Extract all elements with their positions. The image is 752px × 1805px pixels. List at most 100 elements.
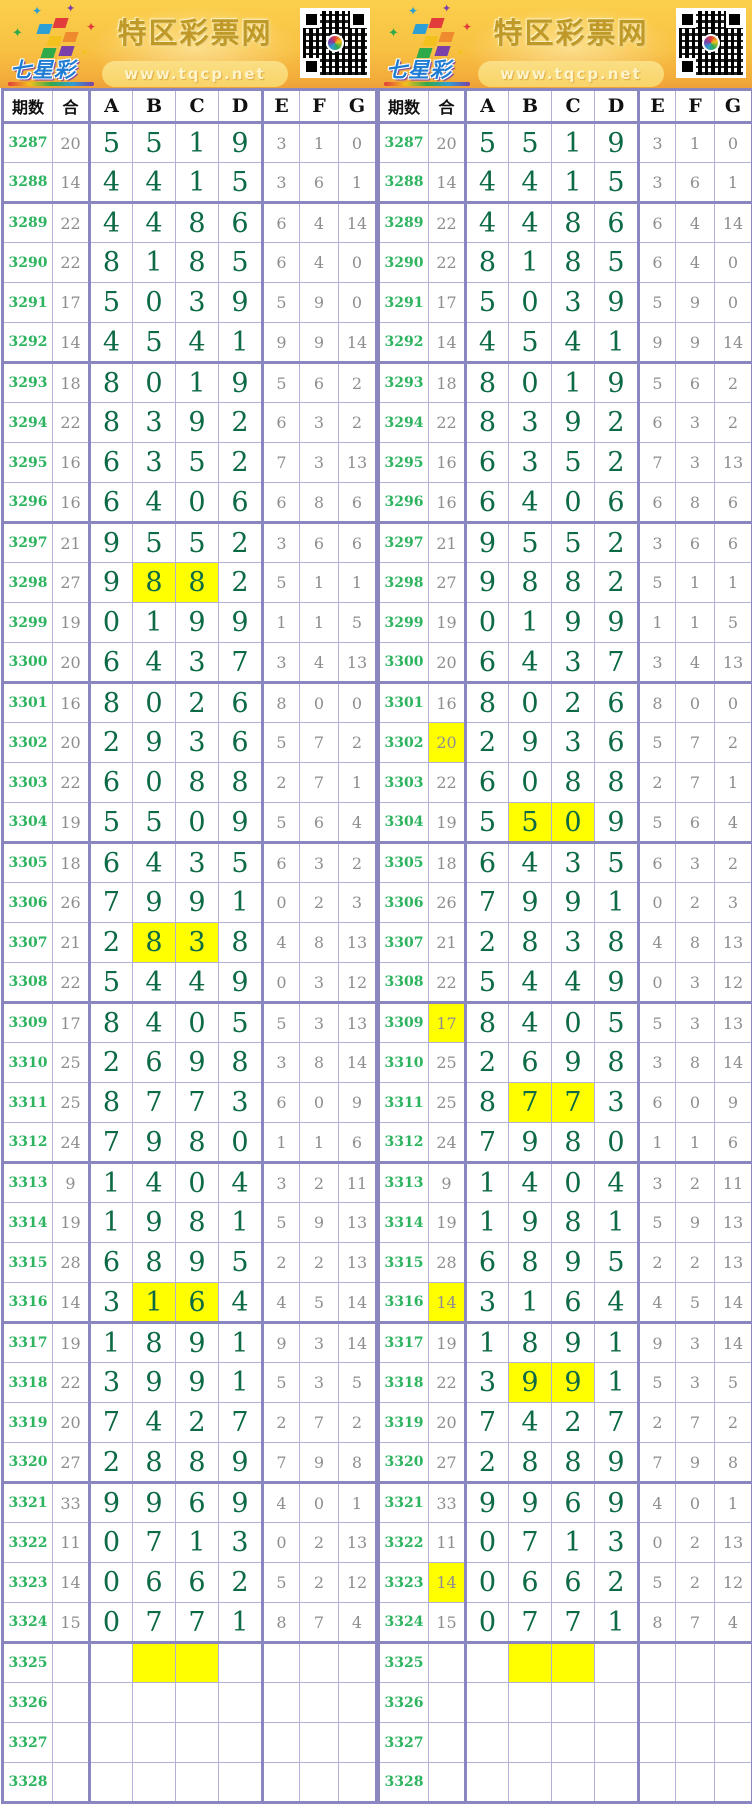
sum-cell: 20	[52, 122, 90, 163]
value-cell-D: 2	[594, 442, 639, 483]
value-cell-E	[637, 1722, 676, 1763]
site-url[interactable]: www.tqcp.net	[102, 61, 288, 87]
value-cell-F: 5	[299, 1282, 339, 1323]
value-cell-C: 3	[175, 282, 219, 323]
period-cell: 3323	[2, 1562, 53, 1603]
value-cell-D	[218, 1641, 263, 1683]
value-cell-E: 6	[637, 201, 676, 243]
value-cell-C: 2	[175, 681, 219, 723]
value-cell-B: 5	[508, 322, 552, 363]
value-cell-C: 2	[175, 1402, 219, 1443]
value-cell-D: 5	[594, 1242, 639, 1283]
table-row: 3294 22 8 3 9 2 6 3 2	[2, 402, 377, 443]
value-cell-E: 6	[637, 1082, 676, 1123]
period-cell: 3319	[2, 1402, 53, 1443]
value-cell-F: 3	[675, 962, 715, 1003]
site-url[interactable]: www.tqcp.net	[478, 61, 664, 87]
value-cell-D: 7	[594, 1402, 639, 1443]
value-cell-G: 2	[714, 361, 752, 403]
value-cell-D	[594, 1641, 639, 1683]
value-cell-A: 1	[464, 1161, 509, 1203]
table-row: 3293 18 8 0 1 9 5 6 2	[378, 361, 752, 403]
value-cell-E: 5	[637, 361, 676, 403]
value-cell-F: 3	[299, 402, 339, 443]
value-cell-D: 1	[594, 1602, 639, 1643]
value-cell-G: 0	[338, 681, 377, 723]
table-row: 3297 21 9 5 5 2 3 6 6	[378, 521, 752, 563]
sum-cell: 17	[428, 282, 466, 323]
value-cell-D: 1	[218, 1202, 263, 1243]
value-cell-D: 8	[594, 762, 639, 803]
table-row: 3314 19 1 9 8 1 5 9 13	[2, 1202, 377, 1243]
value-cell-E: 3	[261, 521, 300, 563]
period-cell: 3296	[378, 482, 429, 523]
value-cell-E	[261, 1682, 300, 1723]
sum-cell: 11	[428, 1522, 466, 1563]
sum-cell: 17	[52, 1001, 90, 1043]
table-row: 3306 26 7 9 9 1 0 2 3	[378, 882, 752, 923]
value-cell-C: 8	[175, 1442, 219, 1483]
table-row: 3309 17 8 4 0 5 5 3 13	[2, 1001, 377, 1043]
value-cell-G: 2	[714, 841, 752, 883]
value-cell-A: 6	[464, 642, 509, 683]
value-cell-G: 3	[338, 882, 377, 923]
value-cell-F: 7	[299, 722, 339, 763]
period-cell: 3313	[378, 1161, 429, 1203]
sum-cell: 16	[428, 442, 466, 483]
value-cell-D: 3	[594, 1082, 639, 1123]
sum-cell: 14	[52, 1562, 90, 1603]
sum-cell: 16	[52, 442, 90, 483]
value-cell-F: 3	[299, 841, 339, 883]
period-cell: 3298	[2, 562, 53, 603]
value-cell-G: 5	[338, 1362, 377, 1403]
value-cell-C: 3	[175, 642, 219, 683]
period-cell: 3324	[378, 1602, 429, 1643]
value-cell-E: 3	[637, 1042, 676, 1083]
table-row: 3325	[378, 1641, 752, 1683]
value-cell-B: 4	[508, 962, 552, 1003]
value-cell-F: 2	[299, 1242, 339, 1283]
value-cell-E: 5	[637, 1001, 676, 1043]
value-cell-D: 1	[218, 1321, 263, 1363]
value-cell-D: 1	[218, 882, 263, 923]
sum-cell: 17	[428, 1001, 466, 1043]
value-cell-A: 2	[464, 1442, 509, 1483]
value-cell-B: 0	[508, 762, 552, 803]
period-cell: 3289	[378, 201, 429, 243]
value-cell-D: 9	[218, 361, 263, 403]
table-row: 3291 17 5 0 3 9 5 9 0	[2, 282, 377, 323]
value-cell-A: 8	[464, 681, 509, 723]
value-cell-E: 5	[261, 802, 300, 843]
value-cell-G: 6	[338, 1122, 377, 1163]
table-row: 3309 17 8 4 0 5 5 3 13	[378, 1001, 752, 1043]
value-cell-C: 2	[551, 681, 595, 723]
value-cell-A: 9	[464, 562, 509, 603]
value-cell-E: 0	[261, 882, 300, 923]
sum-cell: 20	[52, 722, 90, 763]
value-cell-G: 11	[714, 1161, 752, 1203]
value-cell-C: 3	[175, 722, 219, 763]
value-cell-C: 7	[551, 1602, 595, 1643]
table-row: 3316 14 3 1 6 4 4 5 14	[378, 1282, 752, 1323]
period-cell: 3307	[2, 922, 53, 963]
value-cell-C: 6	[551, 1282, 595, 1323]
value-cell-F: 9	[299, 322, 339, 363]
value-cell-E: 3	[637, 122, 676, 163]
value-cell-E: 4	[261, 1282, 300, 1323]
value-cell-G: 14	[338, 322, 377, 363]
value-cell-F: 6	[299, 521, 339, 563]
value-cell-A: 5	[464, 962, 509, 1003]
value-cell-C: 1	[175, 361, 219, 403]
sum-cell: 18	[428, 841, 466, 883]
value-cell-D: 1	[594, 882, 639, 923]
value-cell-F: 9	[675, 1442, 715, 1483]
period-cell: 3291	[378, 282, 429, 323]
table-row: 3305 18 6 4 3 5 6 3 2	[2, 841, 377, 883]
value-cell-A: 4	[464, 162, 509, 203]
value-cell-F: 6	[299, 361, 339, 403]
value-cell-A: 6	[88, 762, 133, 803]
sum-cell: 14	[52, 1282, 90, 1323]
value-cell-B: 0	[132, 282, 176, 323]
table-row: 3308 22 5 4 4 9 0 3 12	[378, 962, 752, 1003]
value-cell-C: 0	[175, 1001, 219, 1043]
